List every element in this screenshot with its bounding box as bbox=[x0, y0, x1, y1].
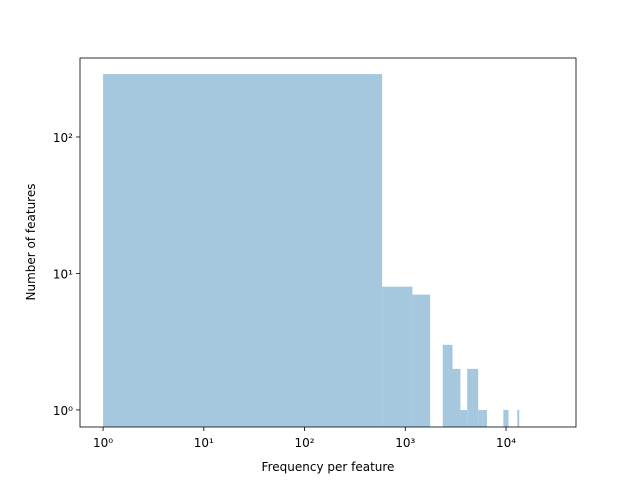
x-tick-label: 10³ bbox=[395, 436, 415, 450]
y-tick-label: 10¹ bbox=[53, 267, 73, 281]
x-tick-label: 10² bbox=[295, 436, 315, 450]
bar bbox=[382, 286, 413, 427]
bar bbox=[503, 409, 507, 427]
x-tick-label: 10⁴ bbox=[496, 436, 516, 450]
bar bbox=[452, 368, 461, 427]
x-axis-label: Frequency per feature bbox=[262, 460, 395, 474]
bar bbox=[460, 409, 468, 427]
y-tick-label: 10² bbox=[53, 131, 73, 145]
bar bbox=[473, 368, 479, 427]
plot-frame bbox=[79, 57, 577, 428]
bar bbox=[506, 409, 509, 427]
x-tick-label: 10⁰ bbox=[93, 436, 113, 450]
bar bbox=[517, 409, 520, 427]
bar bbox=[103, 74, 383, 428]
y-tick-label: 10⁰ bbox=[53, 404, 73, 418]
x-tick-label: 10¹ bbox=[194, 436, 214, 450]
bar bbox=[482, 409, 487, 427]
y-axis-label: Number of features bbox=[24, 184, 38, 301]
bar bbox=[442, 344, 453, 427]
bar bbox=[478, 409, 483, 427]
bar bbox=[412, 294, 431, 427]
bar bbox=[467, 368, 474, 427]
